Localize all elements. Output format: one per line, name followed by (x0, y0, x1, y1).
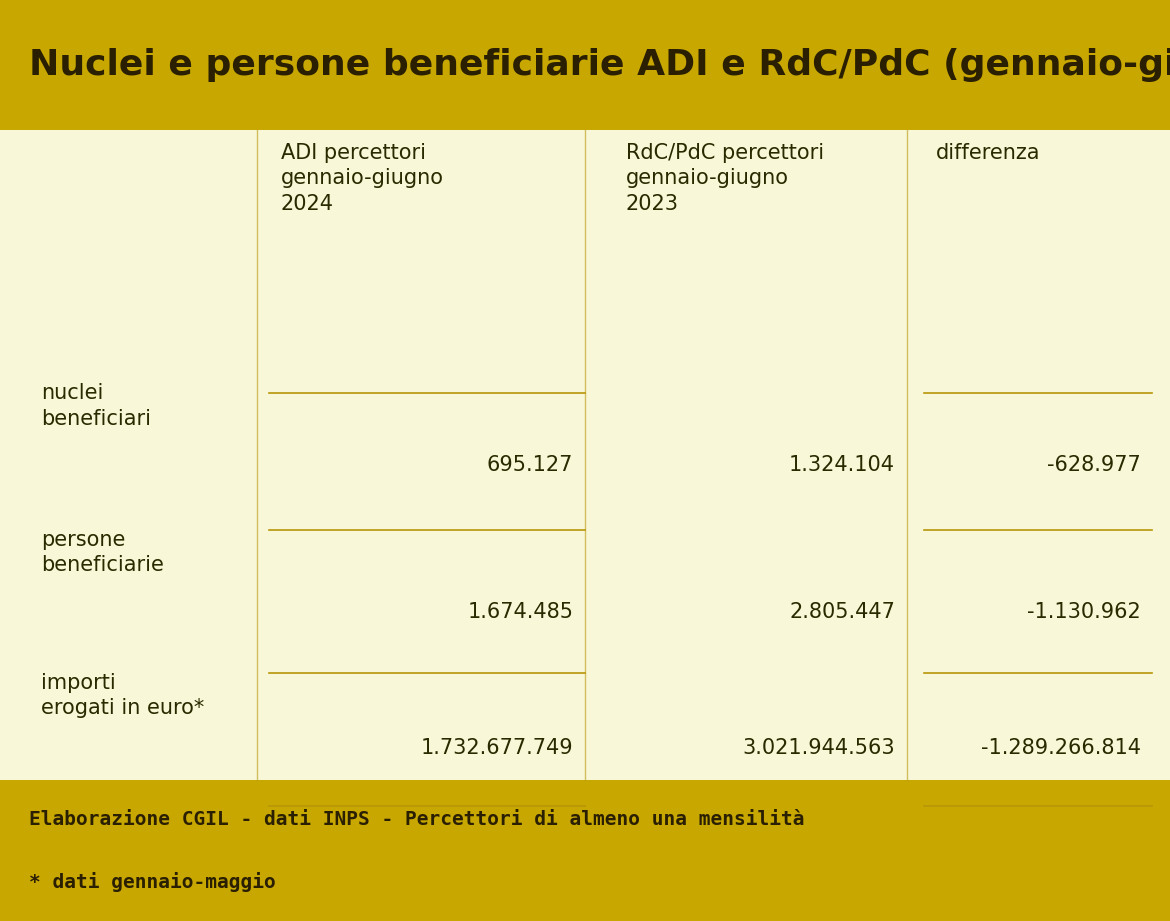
Text: 1.674.485: 1.674.485 (467, 601, 573, 622)
Text: importi
erogati in euro*: importi erogati in euro* (41, 673, 205, 718)
Text: differenza: differenza (936, 143, 1040, 163)
Text: -1.289.266.814: -1.289.266.814 (980, 738, 1141, 758)
Text: nuclei
beneficiari: nuclei beneficiari (41, 383, 151, 429)
Text: -628.977: -628.977 (1047, 455, 1141, 475)
Text: RdC/PdC percettori
gennaio-giugno
2023: RdC/PdC percettori gennaio-giugno 2023 (626, 143, 824, 214)
Text: 695.127: 695.127 (487, 455, 573, 475)
Text: -1.130.962: -1.130.962 (1027, 601, 1141, 622)
Text: 1.324.104: 1.324.104 (789, 455, 895, 475)
Text: Nuclei e persone beneficiarie ADI e RdC/PdC (gennaio-giugno): Nuclei e persone beneficiarie ADI e RdC/… (29, 48, 1170, 82)
FancyBboxPatch shape (0, 780, 1170, 921)
FancyBboxPatch shape (0, 0, 1170, 130)
Text: ADI percettori
gennaio-giugno
2024: ADI percettori gennaio-giugno 2024 (281, 143, 443, 214)
Text: * dati gennaio-maggio: * dati gennaio-maggio (29, 871, 276, 892)
Text: 1.732.677.749: 1.732.677.749 (421, 738, 573, 758)
Text: Elaborazione CGIL - dati INPS - Percettori di almeno una mensilità: Elaborazione CGIL - dati INPS - Percetto… (29, 810, 805, 829)
Text: persone
beneficiarie: persone beneficiarie (41, 530, 164, 576)
FancyBboxPatch shape (0, 130, 1170, 780)
Text: 3.021.944.563: 3.021.944.563 (743, 738, 895, 758)
Text: 2.805.447: 2.805.447 (790, 601, 895, 622)
